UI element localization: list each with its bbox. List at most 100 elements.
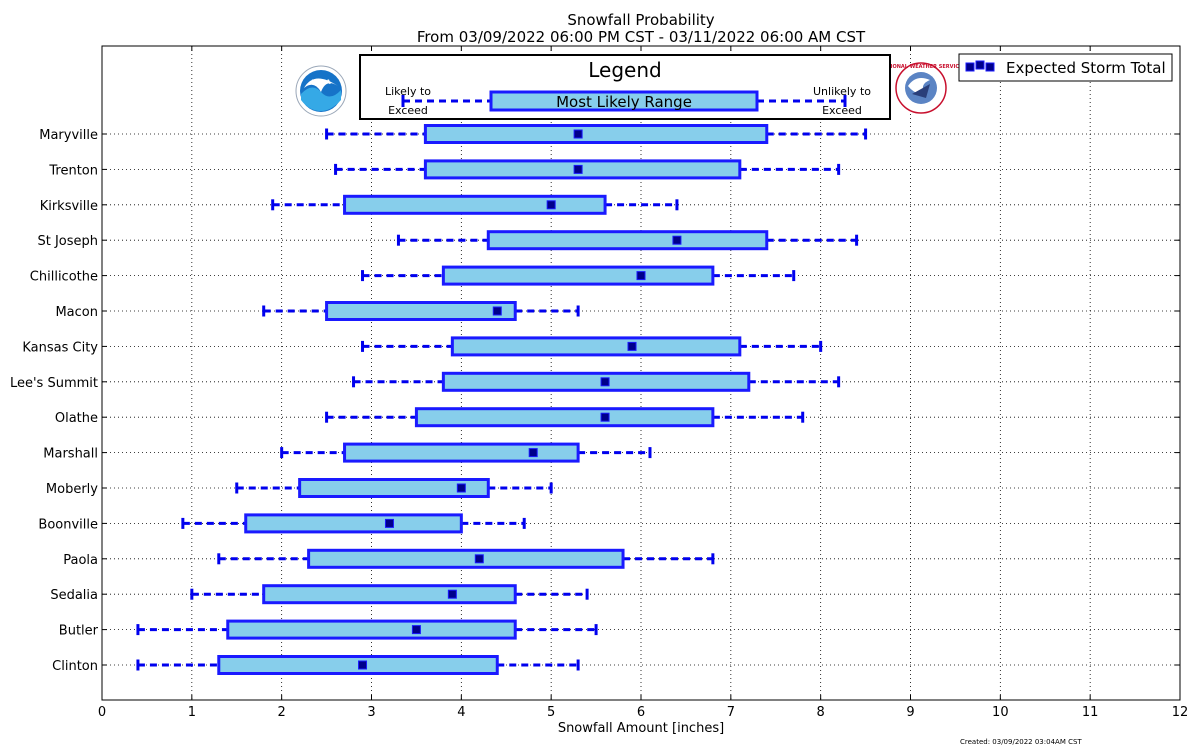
row-boonville: [181, 513, 526, 534]
row-clinton: [136, 655, 580, 675]
range-box: [307, 548, 625, 569]
legend-low-label-1: Likely to: [385, 85, 431, 98]
row-macon: [262, 301, 580, 321]
row-moberly: [235, 478, 553, 498]
chart-title: Snowfall Probability: [567, 11, 714, 29]
row-paola: [217, 548, 715, 569]
marker-legend-swatch-2: [975, 60, 985, 70]
x-tick-label: 8: [817, 705, 825, 720]
row-lee-s-summit: [352, 371, 841, 392]
y-tick-label: Boonville: [38, 517, 98, 532]
legend-low-label-2: Exceed: [388, 104, 428, 117]
expected-marker: [358, 660, 368, 670]
expected-marker: [528, 448, 538, 458]
range-box: [325, 301, 517, 321]
y-tick-label: Lee's Summit: [10, 376, 98, 391]
marker-legend: Expected Storm Total: [958, 53, 1173, 82]
x-tick-label: 12: [1172, 705, 1189, 720]
x-tick-label: 6: [637, 705, 645, 720]
expected-marker: [627, 341, 637, 351]
expected-marker: [546, 200, 556, 210]
row-butler: [136, 619, 598, 640]
legend-range-box: [489, 90, 759, 112]
row-st-joseph: [396, 230, 859, 251]
range-box: [343, 194, 607, 215]
y-tick-label: Kansas City: [22, 340, 98, 355]
expected-marker: [411, 625, 421, 635]
legend-range-label: Most Likely Range: [556, 93, 692, 111]
legend-high-label-2: Exceed: [822, 104, 862, 117]
nws-logo-text: NATIONAL WEATHER SERVICE: [880, 64, 963, 70]
range-box: [226, 619, 517, 640]
footer-created: Created: 03/09/2022 03:04AM CST: [960, 738, 1082, 746]
range-box: [262, 584, 517, 605]
expected-marker: [600, 377, 610, 387]
x-tick-label: 11: [1082, 705, 1099, 720]
y-tick-label: Macon: [55, 305, 98, 320]
expected-marker: [573, 164, 583, 174]
expected-marker: [447, 589, 457, 599]
y-tick-label: Chillicothe: [30, 270, 98, 285]
noaa-logo-text: NOAA: [311, 79, 331, 86]
row-sedalia: [190, 584, 589, 605]
x-tick-label: 5: [547, 705, 555, 720]
range-box: [441, 265, 715, 286]
legend-box: Legend Most Likely Range Likely to Excee…: [359, 54, 891, 120]
row-chillicothe: [361, 265, 796, 286]
y-tick-label: Trenton: [48, 163, 98, 178]
range-box: [244, 513, 463, 534]
row-maryville: [325, 124, 868, 144]
range-box: [441, 371, 751, 392]
y-tick-label: Butler: [59, 624, 99, 639]
range-box: [450, 336, 742, 357]
row-kansas-city: [361, 336, 823, 357]
row-marshall: [280, 442, 652, 463]
y-tick-label: Moberly: [46, 482, 98, 497]
expected-marker: [384, 518, 394, 528]
y-tick-label: Sedalia: [50, 588, 98, 603]
x-tick-label: 0: [98, 705, 106, 720]
row-trenton: [334, 159, 841, 180]
expected-marker: [573, 129, 583, 139]
legend-high-label-1: Unlikely to: [813, 85, 871, 98]
expected-marker: [456, 483, 466, 493]
row-olathe: [325, 407, 805, 428]
y-tick-label: Marshall: [43, 447, 98, 462]
y-tick-label: Maryville: [39, 128, 98, 143]
range-box: [343, 442, 580, 463]
y-tick-label: Olathe: [55, 411, 98, 426]
x-tick-label: 7: [727, 705, 735, 720]
nws-logo: NATIONAL WEATHER SERVICE: [880, 62, 963, 114]
y-tick-label: Kirksville: [40, 199, 98, 214]
expected-marker: [600, 412, 610, 422]
range-box: [414, 407, 715, 428]
marker-legend-swatch-1: [965, 62, 975, 72]
range-box: [486, 230, 769, 251]
x-tick-label: 2: [278, 705, 286, 720]
marker-legend-swatch-3: [985, 62, 995, 72]
y-tick-label: Clinton: [52, 659, 98, 674]
marker-legend-label: Expected Storm Total: [1006, 59, 1166, 77]
y-tick-label: St Joseph: [37, 234, 98, 249]
x-tick-label: 1: [188, 705, 196, 720]
expected-marker: [492, 306, 502, 316]
x-tick-label: 9: [906, 705, 914, 720]
chart-subtitle: From 03/09/2022 06:00 PM CST - 03/11/202…: [417, 28, 866, 46]
x-axis-label: Snowfall Amount [inches]: [558, 721, 724, 736]
range-box: [423, 124, 769, 144]
expected-marker: [636, 271, 646, 281]
x-axis-ticks: 0 1 2 3 4 5 6 7 8 9 10 11 12: [98, 46, 1188, 720]
expected-marker: [474, 554, 484, 564]
x-tick-label: 10: [992, 705, 1009, 720]
legend-title: Legend: [588, 58, 661, 82]
noaa-logo: NOAA: [295, 65, 347, 117]
y-axis-labels: Maryville Trenton Kirksville St Joseph Chill…: [10, 128, 1180, 674]
y-tick-label: Paola: [63, 553, 98, 568]
x-tick-label: 4: [457, 705, 465, 720]
data-rows: [136, 124, 868, 675]
row-kirksville: [271, 194, 679, 215]
expected-marker: [672, 235, 682, 245]
range-box: [298, 478, 490, 498]
